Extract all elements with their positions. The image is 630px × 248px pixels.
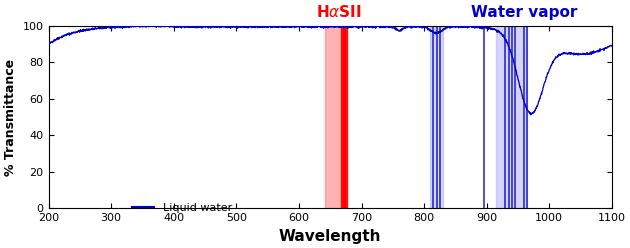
Bar xyxy=(341,26,347,208)
Text: H$\alpha$SII: H$\alpha$SII xyxy=(316,4,362,20)
Text: Water vapor: Water vapor xyxy=(471,5,578,20)
X-axis label: Wavelength: Wavelength xyxy=(279,229,381,244)
Bar xyxy=(496,26,527,208)
Bar xyxy=(430,26,443,208)
Bar xyxy=(325,26,343,208)
Legend: Liquid water: Liquid water xyxy=(127,198,237,217)
Y-axis label: % Transmittance: % Transmittance xyxy=(4,59,17,176)
